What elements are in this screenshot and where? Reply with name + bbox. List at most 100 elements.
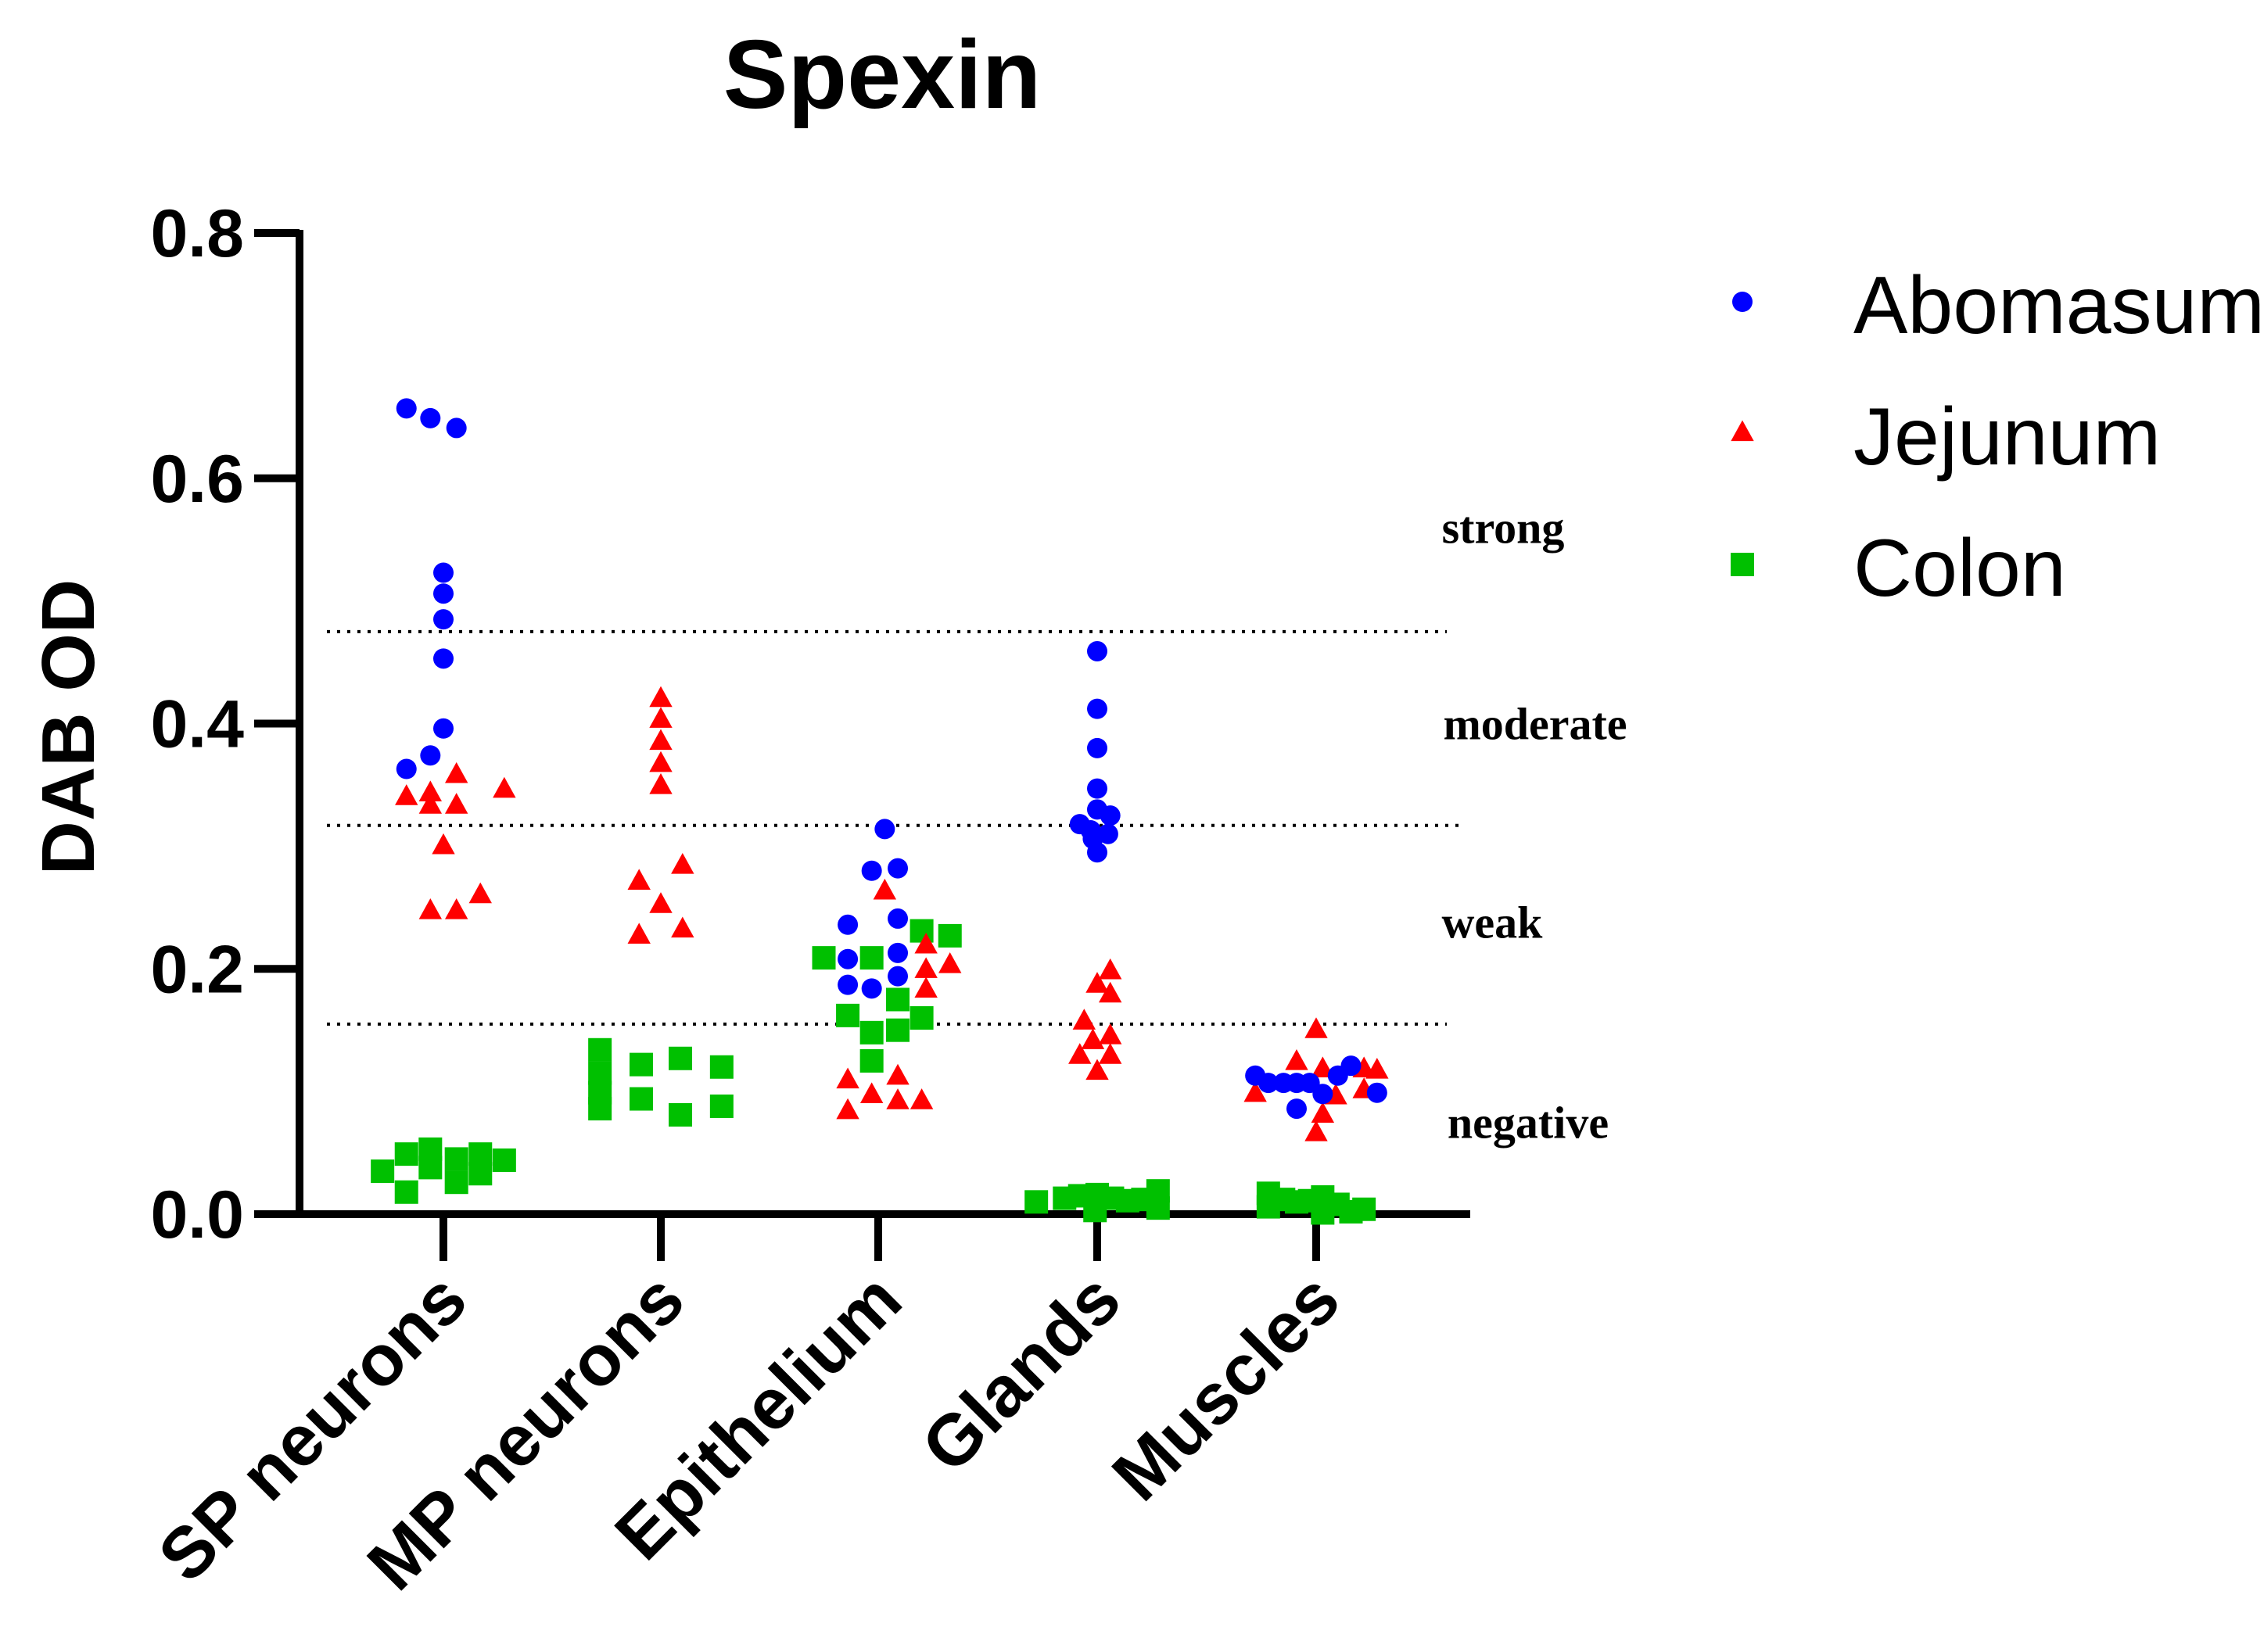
data-point-jejunum	[418, 898, 443, 919]
data-point-jejunum	[1081, 1028, 1105, 1049]
data-point-jejunum	[1365, 1057, 1389, 1079]
x-tick-label: Glands	[906, 1259, 1136, 1488]
data-point-colon	[1297, 1188, 1322, 1213]
data-point-abomasum	[838, 974, 859, 995]
data-point-colon	[371, 1159, 395, 1184]
data-point-colon	[709, 1055, 734, 1079]
data-point-jejunum	[395, 784, 418, 805]
y-tick-label: 0.8	[150, 196, 244, 271]
data-point-colon	[468, 1142, 493, 1166]
data-point-abomasum	[420, 407, 441, 428]
data-point-colon	[394, 1180, 418, 1204]
data-point-colon	[588, 1097, 612, 1121]
data-point-colon	[1083, 1199, 1107, 1223]
zone-label-moderate: moderate	[1443, 699, 1627, 750]
data-point-jejunum	[873, 878, 897, 900]
data-point-colon	[444, 1170, 468, 1195]
data-point-colon	[709, 1094, 734, 1118]
data-point-abomasum	[433, 648, 454, 669]
legend-label-colon: Colon	[1853, 523, 2066, 614]
data-point-abomasum	[446, 417, 467, 439]
data-point-jejunum	[649, 686, 673, 708]
data-point-jejunum	[1285, 1048, 1308, 1070]
data-point-abomasum	[1366, 1082, 1387, 1103]
data-point-jejunum	[432, 833, 455, 855]
data-point-abomasum	[861, 978, 882, 999]
data-point-jejunum	[1098, 1043, 1122, 1064]
x-tick-label: Muscles	[1097, 1259, 1354, 1516]
data-point-colon	[1024, 1190, 1049, 1214]
data-point-colon	[394, 1142, 418, 1166]
data-point-abomasum	[1087, 698, 1107, 719]
data-point-jejunum	[1304, 1017, 1328, 1038]
data-point-jejunum	[886, 1088, 910, 1109]
data-point-colon	[444, 1147, 468, 1171]
zone-labels: strong moderate weak negative	[1442, 503, 1627, 1149]
y-tick-label: 0.0	[150, 1177, 244, 1252]
data-point-abomasum	[1087, 842, 1107, 863]
zone-label-weak: weak	[1442, 898, 1544, 948]
data-point-colon	[418, 1156, 443, 1180]
legend-marker-colon	[1731, 553, 1754, 576]
data-point-jejunum	[444, 761, 468, 783]
data-point-abomasum	[1087, 737, 1107, 758]
data-point-jejunum	[1085, 1059, 1109, 1080]
data-point-jejunum	[418, 793, 443, 814]
data-point-colon	[629, 1087, 653, 1111]
data-point-jejunum	[627, 869, 651, 890]
data-point-abomasum	[888, 908, 909, 929]
chart-title: Spexin	[723, 21, 1042, 129]
data-point-abomasum	[888, 942, 909, 963]
data-point-colon	[886, 987, 910, 1012]
legend: Abomasum Jejunum Colon	[1731, 260, 2264, 614]
data-point-jejunum	[859, 1082, 884, 1103]
y-tick-label: 0.4	[150, 687, 244, 762]
zone-label-strong: strong	[1442, 503, 1565, 554]
data-point-abomasum	[874, 819, 895, 840]
data-point-jejunum	[836, 1098, 859, 1120]
data-point-abomasum	[888, 858, 909, 879]
zone-label-negative: negative	[1448, 1097, 1609, 1148]
data-point-abomasum	[433, 562, 454, 583]
data-point-jejunum	[910, 1088, 934, 1109]
data-point-abomasum	[433, 583, 454, 604]
data-point-jejunum	[627, 923, 651, 944]
data-point-jejunum	[649, 892, 673, 913]
data-point-abomasum	[1312, 1084, 1333, 1105]
y-tick-label: 0.2	[150, 932, 244, 1007]
data-point-colon	[859, 1020, 884, 1045]
data-point-jejunum	[671, 852, 694, 874]
data-point-abomasum	[1286, 1098, 1307, 1120]
data-point-colon	[859, 946, 884, 970]
data-point-abomasum	[396, 758, 417, 779]
data-point-colon	[886, 1018, 910, 1042]
data-point-abomasum	[861, 860, 882, 881]
data-point-jejunum	[886, 1063, 910, 1085]
data-point-jejunum	[1304, 1120, 1328, 1141]
data-point-jejunum	[836, 1067, 859, 1089]
data-point-jejunum	[649, 751, 673, 772]
data-point-jejunum	[1098, 958, 1122, 980]
data-point-colon	[836, 1003, 860, 1027]
data-point-colon	[588, 1037, 612, 1062]
data-point-colon	[669, 1046, 693, 1070]
data-point-abomasum	[1340, 1055, 1362, 1077]
data-point-abomasum	[433, 718, 454, 739]
data-point-abomasum	[433, 609, 454, 630]
legend-marker-jejunum	[1731, 420, 1754, 442]
data-point-abomasum	[420, 745, 441, 766]
data-points	[371, 398, 1389, 1225]
data-point-colon	[910, 1006, 934, 1030]
data-point-jejunum	[649, 729, 673, 751]
data-point-colon	[1352, 1197, 1376, 1221]
data-point-jejunum	[914, 977, 938, 998]
data-point-jejunum	[1072, 1009, 1096, 1030]
data-point-jejunum	[1098, 1023, 1122, 1045]
y-axis-label: DAB OD	[27, 579, 110, 876]
data-point-colon	[669, 1102, 693, 1127]
data-point-jejunum	[1098, 981, 1122, 1003]
data-point-jejunum	[444, 898, 468, 919]
